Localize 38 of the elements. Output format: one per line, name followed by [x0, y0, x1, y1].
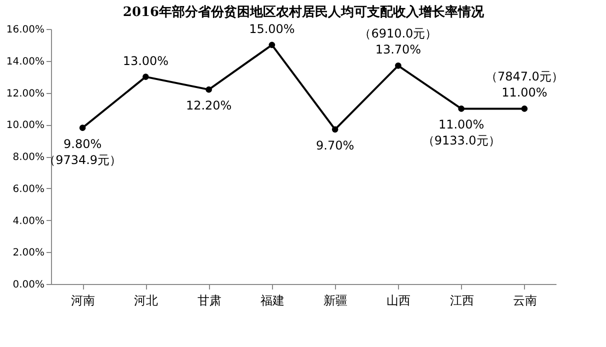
- point: [458, 106, 464, 112]
- x-tick-label: 福建: [260, 294, 284, 308]
- point: [268, 42, 276, 48]
- point: [206, 86, 212, 93]
- annotation: （9133.0元）: [422, 134, 500, 148]
- chart-title: 2016年部分省份贫困地区农村居民人均可支配收入增长率情况: [122, 4, 486, 20]
- y-tick-label: 4.00%: [12, 216, 44, 227]
- x-tick-label: 河北: [134, 294, 158, 308]
- x-tick-label: 河南: [71, 294, 96, 308]
- y-tick-label: 14.00%: [6, 56, 44, 68]
- data-label: 12.20%: [186, 98, 232, 113]
- data-label: 9.80%: [64, 136, 102, 151]
- y-tick-label: 0.00%: [12, 280, 44, 290]
- data-label: 11.00%: [438, 118, 484, 132]
- data-label: 13.70%: [375, 42, 422, 57]
- point: [332, 126, 338, 133]
- y-tick-label: 6.00%: [12, 184, 44, 195]
- data-label: 9.70%: [316, 138, 354, 152]
- annotation: （7847.0元）: [485, 70, 564, 84]
- y-tick-label: 12.00%: [6, 88, 44, 100]
- point: [79, 124, 86, 131]
- x-tick-label: 云南: [512, 294, 537, 308]
- point: [142, 74, 149, 80]
- data-label: 11.00%: [502, 86, 548, 100]
- x-tick-label: 甘肃: [197, 294, 222, 308]
- annotation: （6910.0元）: [359, 26, 438, 41]
- data-label: 13.00%: [122, 54, 169, 68]
- data-label: 15.00%: [249, 22, 295, 36]
- y-tick-label: 16.00%: [6, 24, 44, 36]
- x-tick-label: 山西: [386, 294, 411, 308]
- x-tick-label: 新疆: [324, 294, 348, 308]
- point: [395, 62, 402, 69]
- y-tick-label: 10.00%: [6, 120, 44, 132]
- x-tick-label: 江西: [450, 294, 474, 308]
- y-tick-label: 2.00%: [12, 248, 44, 259]
- annotation: （9734.9元）: [44, 152, 122, 167]
- point: [521, 106, 528, 112]
- y-tick-label: 8.00%: [12, 152, 44, 163]
